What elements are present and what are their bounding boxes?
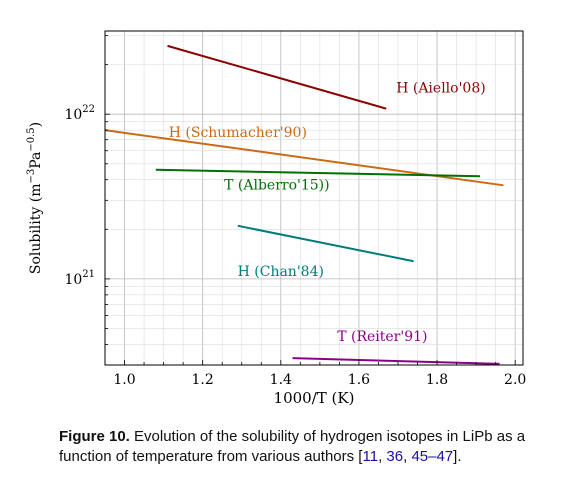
series-labels: H (Aiello'08) H (Schumacher'90) T (Alberro… bbox=[169, 81, 486, 345]
x-tick-label: 1.8 bbox=[426, 372, 448, 388]
y-axis-label-mid: Pa bbox=[28, 152, 44, 169]
y-axis-label-sup2: −0.5 bbox=[26, 127, 37, 151]
series-label-2: H (Schumacher'90) bbox=[169, 125, 307, 141]
series-label-5: T (Reiter'91) bbox=[337, 329, 427, 345]
series-label-3: T (Alberro'15)) bbox=[224, 177, 330, 193]
caption-ref-2[interactable]: 36 bbox=[386, 448, 404, 465]
caption-text-1: Evolution of the solubility of hydrogen … bbox=[59, 428, 526, 465]
series-label-4: H (Chan'84) bbox=[238, 264, 324, 280]
y-axis-label-sup1: −3 bbox=[26, 169, 37, 184]
caption-ref-3[interactable]: 45–47 bbox=[411, 448, 454, 465]
x-tick-label: 1.6 bbox=[348, 372, 370, 388]
caption-label: Figure 10. bbox=[59, 428, 130, 445]
y-tick-label: 1022 bbox=[64, 104, 95, 123]
figure-caption: Figure 10. Evolution of the solubility o… bbox=[59, 427, 559, 467]
caption-ref-1[interactable]: 11 bbox=[362, 448, 379, 465]
y-axis-label: Solubility (m−3Pa−0.5) bbox=[26, 122, 44, 274]
caption-text-2: ]. bbox=[453, 448, 462, 465]
caption-sep-2: , bbox=[403, 448, 412, 465]
series-line-5 bbox=[292, 357, 500, 365]
caption-sep-1: , bbox=[378, 448, 387, 465]
x-tick-label: 1.4 bbox=[270, 372, 292, 388]
x-tick-label: 1.2 bbox=[192, 372, 214, 388]
y-axis-label-end: ) bbox=[28, 122, 44, 127]
series-label-1: H (Aiello'08) bbox=[396, 81, 486, 97]
x-tick-label: 1.0 bbox=[113, 372, 135, 388]
plot-frame bbox=[104, 30, 524, 366]
solubility-chart: 1.0 1.2 1.4 1.6 1.8 2.0 1021 1022 H (Aiello'08)… bbox=[26, 30, 526, 407]
y-axis-label-main: Solubility (m bbox=[28, 184, 44, 275]
x-tick-label: 2.0 bbox=[504, 372, 526, 388]
y-tick-label: 1021 bbox=[64, 269, 95, 288]
series-line-1 bbox=[167, 44, 387, 110]
series-group bbox=[104, 44, 504, 365]
series-line-4 bbox=[237, 224, 414, 263]
axis-ticks: 1.0 1.2 1.4 1.6 1.8 2.0 1021 1022 bbox=[64, 35, 526, 388]
series-line-3 bbox=[155, 168, 481, 178]
grid-lines bbox=[105, 31, 523, 366]
x-axis-label: 1000/T (K) bbox=[274, 389, 355, 407]
